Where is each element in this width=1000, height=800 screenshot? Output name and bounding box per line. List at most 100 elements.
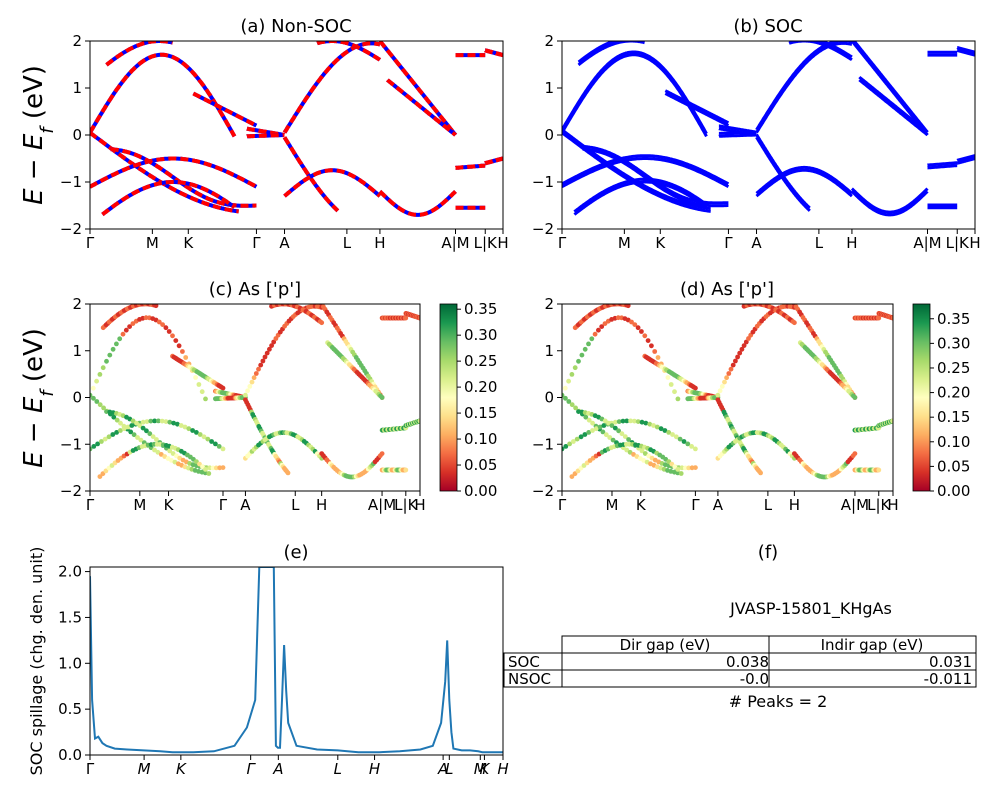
band-line-nsoc [192,91,258,128]
projection-point [590,428,595,433]
projection-point [186,426,192,432]
projection-point [685,441,691,447]
projection-point [183,355,189,360]
projection-point [159,418,165,424]
projection-point [632,418,637,424]
projection-point [642,451,648,456]
band-line-soc-split [577,41,645,64]
projection-point [120,331,126,337]
projection-point [100,365,106,371]
projection-point [99,439,104,444]
x-tick-label: L [764,496,773,514]
projection-point [672,389,677,395]
x-tick-label: L [445,760,453,778]
band-line-soc-split [755,165,853,195]
panel-a-ylabel: E − Ef (eV) [19,65,58,205]
y-tick-label: 0 [544,126,554,144]
projection-point [693,446,698,452]
colorbar-tick-label: 0.10 [464,430,497,448]
projection-point [128,429,134,435]
x-tick-label: A|M [368,496,396,514]
y-tick-label: −1 [60,435,82,453]
projection-point [156,319,162,325]
projection-point [639,448,645,454]
projection-point [245,388,251,394]
projection-point [574,436,580,442]
x-tick-label: H [316,496,327,514]
colorbar-tick-label: 0.15 [464,404,497,422]
projection-point [566,378,571,384]
projection-point [258,362,264,368]
projection-point [596,327,601,333]
projection-point [582,346,588,352]
projection-point [622,434,628,439]
projection-point [679,465,685,471]
band-line-soc [850,190,929,217]
projection-point [178,423,184,428]
projection-point [125,424,131,430]
projection-point [616,419,622,424]
x-tick-label: Γ [691,496,700,514]
projection-point [569,474,575,479]
projection-point [665,375,671,380]
projection-point [180,349,185,354]
projection-point [724,375,729,381]
projection-point [253,371,259,376]
x-tick-label: K [636,496,647,514]
projection-point [94,399,100,404]
y-tick-label: 1 [72,342,82,360]
projection-point [792,320,797,326]
projection-point [628,418,633,424]
projection-point [625,304,631,309]
projection-point [206,471,212,476]
projection-point [576,358,581,364]
projection-point [152,418,158,424]
panel-c-frame [89,303,421,492]
x-tick-label: K [479,760,490,778]
projection-point [728,366,734,372]
projection-point [573,405,578,411]
projection-point [175,421,180,427]
gap-table: Dir gap (eV) Indir gap (eV) SOC 0.038 0.… [503,635,977,688]
band-line-soc [573,180,708,216]
projection-point [672,464,678,470]
y-tick-label: 1.5 [58,608,82,626]
projection-point [95,441,100,447]
projection-point [670,432,675,437]
projection-point [251,375,257,381]
band-line-soc-split [850,187,929,214]
projection-point [620,418,626,424]
projection-point [652,349,658,354]
projection-point [597,424,603,430]
colorbar-tick-label: 0.35 [464,300,497,318]
projection-point [97,372,103,377]
x-tick-label: H [887,496,898,514]
projection-point [569,372,575,377]
projection-point [163,419,169,424]
x-tick-label: L [291,496,300,514]
band-line-nsoc-dashed [282,136,340,213]
x-tick-label: K [176,760,187,778]
projection-point [599,324,605,329]
y-tick-label: 2 [544,295,554,313]
projection-point [117,336,123,342]
projection-point [156,418,161,424]
projection-point [127,324,132,329]
projection-point [144,428,149,434]
projection-point [220,465,226,470]
x-tick-label: Γ [724,234,733,252]
table-header-indir-gap: Indir gap (eV) [821,636,924,654]
x-tick-label: K [655,234,666,252]
band-line-nsoc-dashed [483,156,503,166]
panel-c: 210−1−2Γ M K Γ A L H A|ML|KH 0.000.050.100.150.… [60,295,498,514]
projection-point [602,321,608,326]
y-tick-label: 2.0 [58,563,82,581]
band-line-soc [850,41,929,136]
x-tick-label: A [272,760,283,778]
projection-point [417,315,420,321]
x-tick-label: Γ [219,496,228,514]
band-line-soc-split [562,154,730,186]
x-tick-label: K [183,234,194,252]
projection-point [678,471,684,476]
projection-point [91,395,96,401]
